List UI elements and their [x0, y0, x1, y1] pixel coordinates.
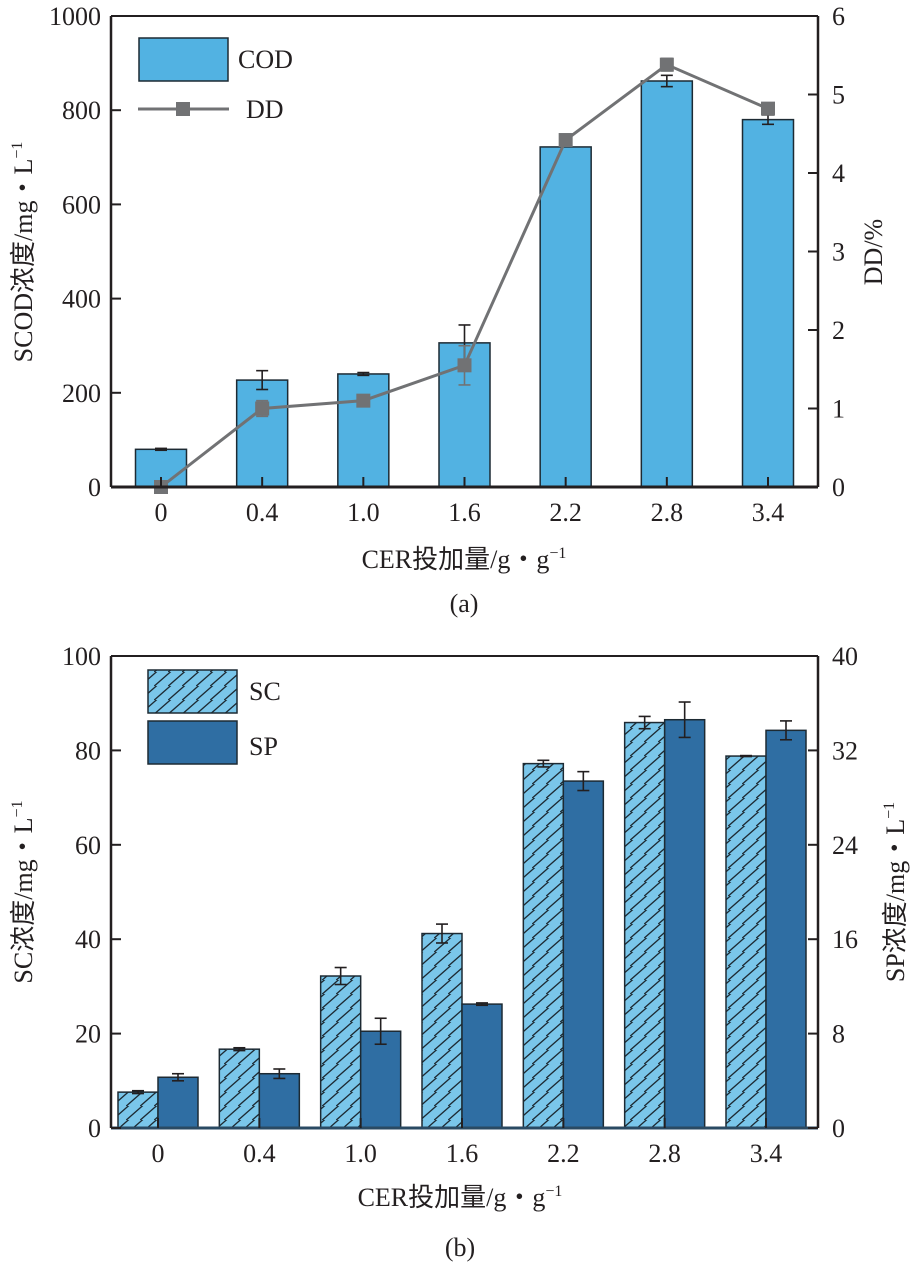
y2-tick-label: 5 [832, 81, 845, 110]
bar-cod [640, 80, 694, 488]
bar-sp [157, 1076, 199, 1129]
y-tick-label: 40 [75, 925, 101, 954]
marker-dd [255, 401, 270, 416]
bar-cod [741, 118, 795, 488]
y2-tick-label: 8 [832, 1020, 845, 1049]
y2-tick-label: 16 [832, 925, 858, 954]
legend-label-cod: COD [238, 45, 293, 74]
x-tick-label: 0 [155, 498, 168, 527]
bar-cod [539, 146, 592, 488]
y2-tick-label: 3 [832, 238, 845, 267]
bar-sp [765, 729, 807, 1129]
bar-sc [319, 975, 362, 1129]
chart-panel-a: 0 200 400 600 800 1000 0 1 2 3 4 5 6 0 0.4 1.0 1.6 2.2 2.8… [9, 2, 888, 618]
y2-tick-label: 4 [832, 159, 845, 188]
axes-a: 0 200 400 600 800 1000 0 1 2 3 4 5 6 0 0.4 1.0 1.6 2.2 2.8… [49, 2, 845, 527]
legend-swatch-dd-marker [176, 102, 190, 116]
legend-swatch-sp [147, 720, 238, 765]
legend-a: COD DD [138, 37, 293, 124]
y2-tick-label: 40 [832, 642, 858, 671]
y-tick-label: 600 [62, 190, 101, 219]
x-tick-label: 2.8 [648, 1139, 681, 1168]
x-tick-label: 1.6 [446, 1139, 479, 1168]
marker-dd [356, 393, 371, 408]
legend-swatch-sc [147, 669, 238, 714]
y-tick-label: 0 [88, 473, 101, 502]
caption-a: (a) [450, 589, 479, 618]
legend-label-dd: DD [246, 95, 284, 124]
bar-sp [359, 1030, 402, 1129]
x-tick-label: 2.2 [549, 498, 582, 527]
chart-panel-b: 0 20 40 60 80 100 0 8 16 24 32 40 0 0.4 1.0 1.6 2.2 2.8 3.… [9, 642, 910, 1262]
legend-label-sc: SC [249, 677, 281, 706]
x-axis-title-b: CER投加量/g・g−1 [358, 1183, 563, 1212]
y-tick-label: 400 [62, 285, 101, 314]
bar-sp [258, 1072, 301, 1129]
bar-sc [725, 755, 767, 1129]
legend-swatch-cod [138, 37, 229, 82]
marker-dd [761, 101, 775, 116]
y-axis-title-b: SC浓度/mg・L−1 [9, 800, 38, 983]
x-tick-label: 0.4 [246, 498, 279, 527]
x-tick-label: 2.8 [651, 498, 684, 527]
y-tick-label: 1000 [49, 2, 101, 31]
x-axis-title-a: CER投加量/g・g−1 [362, 545, 567, 574]
x-tick-label: 0.4 [243, 1139, 276, 1168]
y-tick-label: 0 [88, 1114, 101, 1143]
y2-tick-label: 1 [832, 395, 845, 424]
marker-dd [558, 133, 573, 148]
axes-b: 0 20 40 60 80 100 0 8 16 24 32 40 0 0.4 1.0 1.6 2.2 2.8 3.… [62, 642, 858, 1168]
bar-sc [218, 1048, 261, 1129]
y-tick-label: 200 [62, 379, 101, 408]
bar-sc [421, 932, 463, 1129]
sc-sp-bars [117, 701, 807, 1129]
bar-sc [117, 1091, 159, 1129]
y2-tick-label: 2 [832, 316, 845, 345]
marker-dd [659, 57, 674, 72]
cod-bars [134, 74, 795, 488]
x-tick-label: 3.4 [750, 1139, 783, 1168]
bar-cod [235, 379, 289, 488]
y2-tick-label: 6 [832, 2, 845, 31]
caption-b: (b) [445, 1233, 475, 1262]
y2-axis-title-b: SP浓度/mg・L−1 [881, 802, 910, 982]
y2-tick-label: 32 [832, 736, 858, 765]
dd-line-series [154, 57, 775, 494]
y-axis-title-a: SCOD浓度/mg・L−1 [9, 142, 38, 363]
x-tick-label: 3.4 [752, 498, 785, 527]
legend-label-sp: SP [249, 732, 278, 761]
x-tick-label: 2.2 [547, 1139, 580, 1168]
y2-tick-label: 0 [832, 473, 845, 502]
y2-tick-label: 0 [832, 1114, 845, 1143]
x-tick-label: 1.0 [344, 1139, 377, 1168]
bar-sp [461, 1003, 503, 1129]
legend-b: SC SP [147, 669, 281, 765]
x-tick-label: 1.6 [448, 498, 481, 527]
marker-dd [457, 358, 472, 373]
x-tick-label: 0 [152, 1139, 165, 1168]
bar-sp [663, 718, 706, 1129]
y2-tick-label: 24 [832, 831, 858, 860]
bar-sc [522, 762, 565, 1129]
y-tick-label: 100 [62, 642, 101, 671]
bar-cod [337, 373, 390, 488]
y-tick-label: 60 [75, 831, 101, 860]
bar-sp [562, 780, 605, 1129]
y-tick-label: 800 [62, 96, 101, 125]
y-tick-label: 20 [75, 1020, 101, 1049]
x-tick-label: 1.0 [347, 498, 380, 527]
bar-sc [623, 721, 666, 1129]
y2-axis-title-a: DD/% [859, 219, 888, 285]
y-tick-label: 80 [75, 736, 101, 765]
